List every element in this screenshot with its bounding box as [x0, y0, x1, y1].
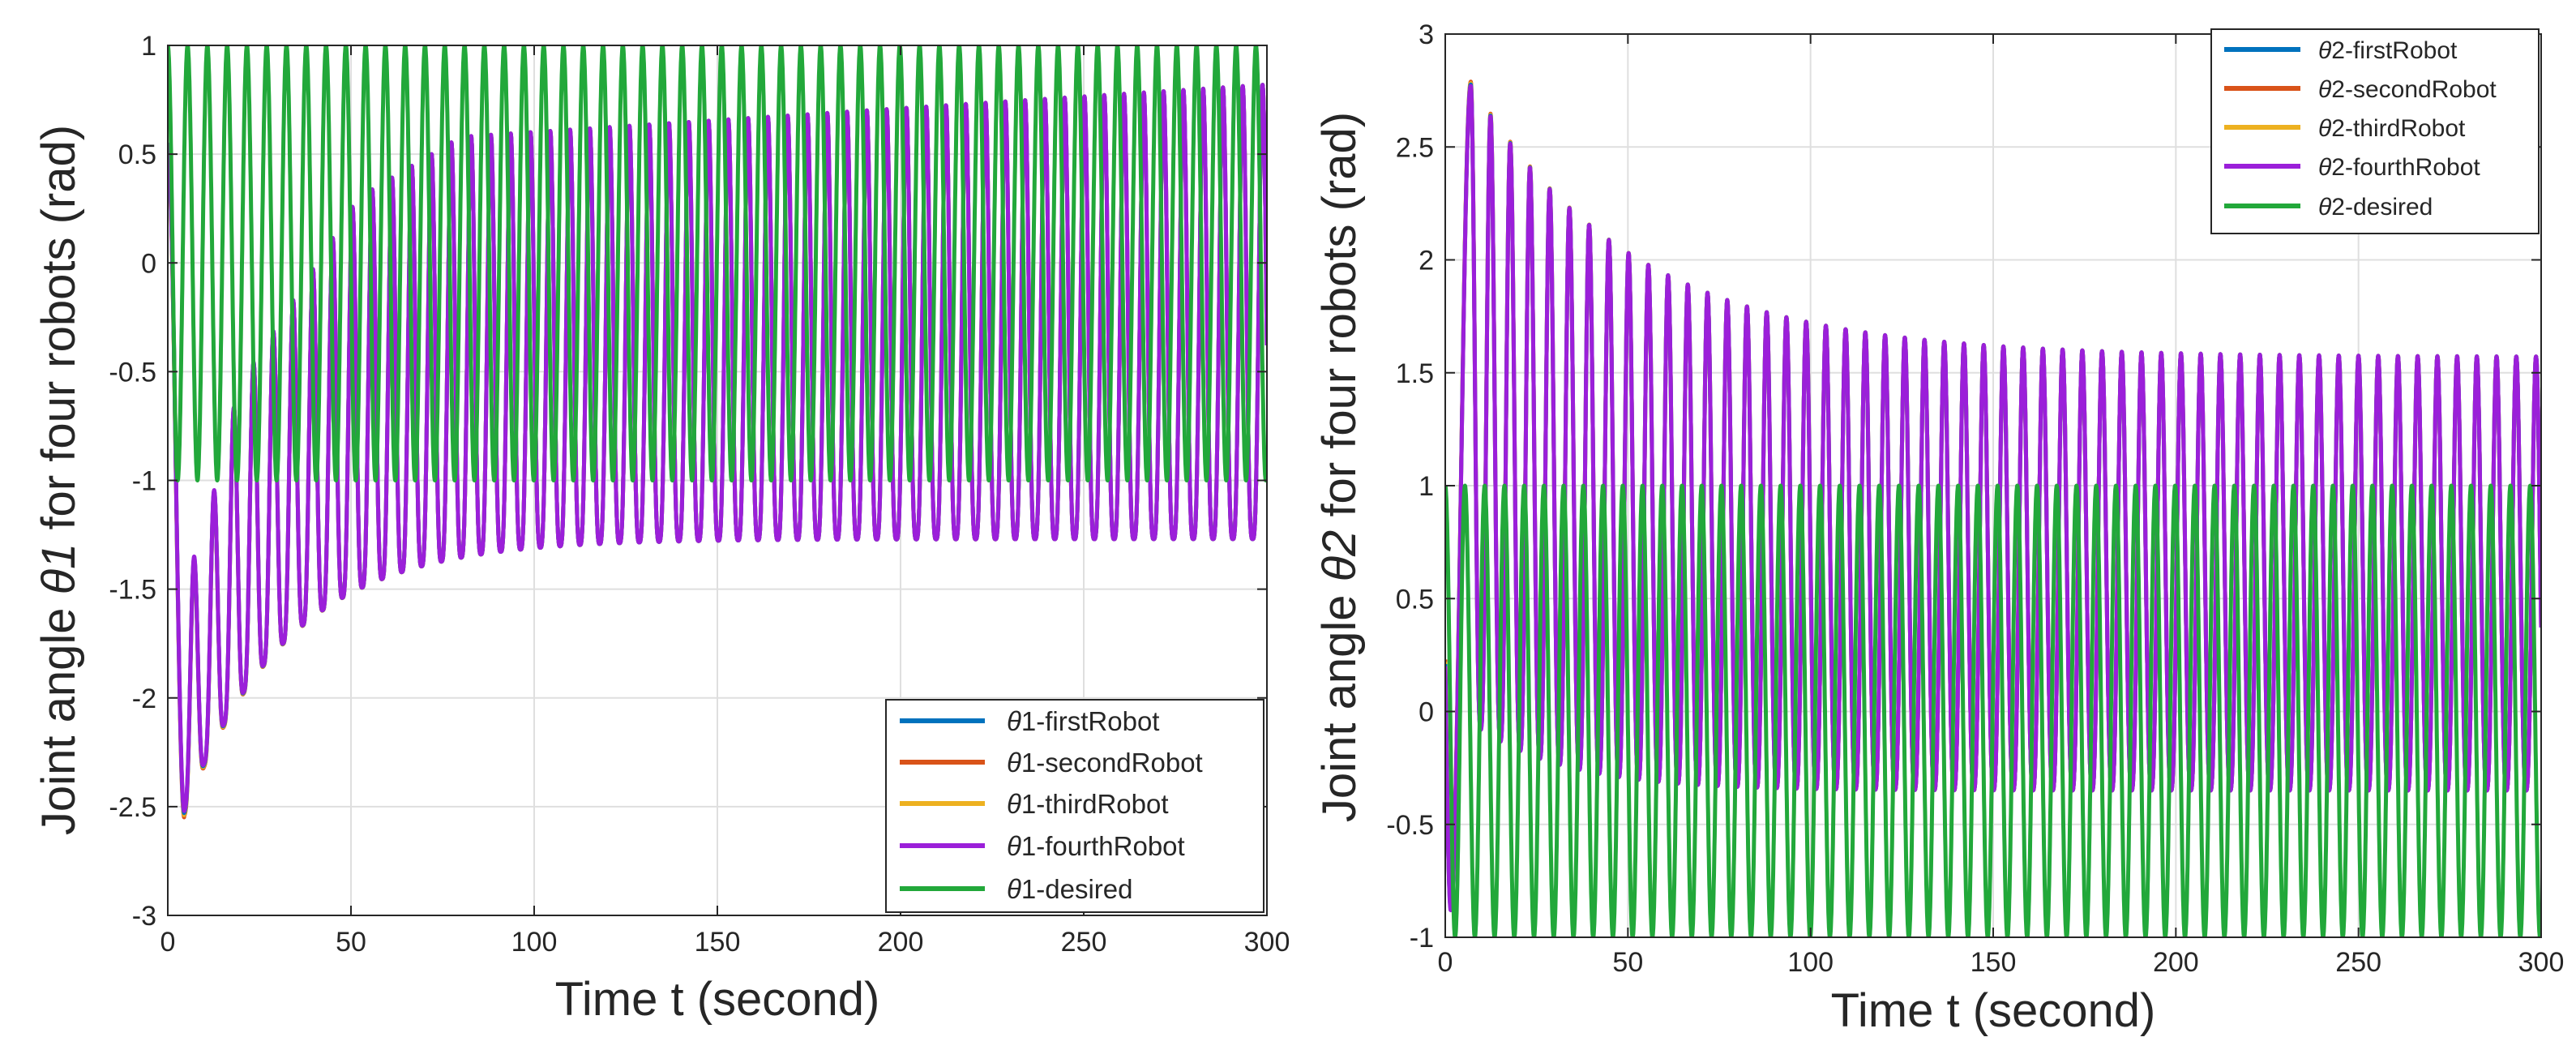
- theta2-y-label-symbol: θ2: [1313, 530, 1366, 582]
- theta2-legend-symbol-third: θ: [2318, 115, 2332, 142]
- theta2-x-tick-label-200: 200: [2153, 947, 2199, 978]
- theta1-y-axis-label: Joint angle θ1 for four robots (rad): [32, 125, 85, 835]
- theta1-legend-text-desired: 1-desired: [1021, 874, 1133, 904]
- theta1-y-tick-label--2: -2: [132, 684, 156, 714]
- theta1-legend-label-desired: θ1-desired: [1007, 874, 1132, 904]
- theta1-y-tick-label-0: 0: [141, 248, 156, 279]
- theta2-y-tick-label-0.5: 0.5: [1396, 584, 1434, 615]
- theta1-x-tick-label-50: 50: [336, 927, 366, 958]
- theta1-legend-label-first: θ1-firstRobot: [1007, 706, 1159, 736]
- theta1-y-tick-label-1: 1: [141, 31, 156, 62]
- theta1-legend-symbol-second: θ: [1007, 748, 1021, 778]
- theta1-x-tick-label-0: 0: [160, 927, 176, 958]
- theta1-legend-label-third: θ1-thirdRobot: [1007, 789, 1169, 819]
- theta1-plot: 0 50 100 150 200 250 300 -3 -2.5 -2 -1.5 -1 -0.5 0 0.5…: [32, 31, 1290, 1026]
- theta2-legend-text-fourth: 2-fourthRobot: [2331, 154, 2480, 181]
- theta2-legend-label-third: θ2-thirdRobot: [2318, 115, 2466, 142]
- theta2-legend-label-first: θ2-firstRobot: [2318, 37, 2458, 64]
- theta2-legend-label-desired: θ2-desired: [2318, 194, 2433, 221]
- theta1-legend-symbol-first: θ: [1007, 706, 1021, 736]
- theta2-legend-symbol-second: θ: [2318, 76, 2332, 103]
- theta2-x-tick-label-250: 250: [2335, 947, 2381, 978]
- theta2-legend-label-fourth: θ2-fourthRobot: [2318, 154, 2480, 181]
- theta2-y-tick-label-2.5: 2.5: [1396, 132, 1434, 163]
- theta2-legend-symbol-first: θ: [2318, 37, 2332, 64]
- theta2-x-axis-label: Time t (second): [1831, 984, 2156, 1037]
- theta1-legend-text-first: 1-firstRobot: [1021, 706, 1160, 736]
- theta1-series-desired: [168, 45, 1267, 482]
- theta1-x-tick-label-100: 100: [511, 927, 558, 958]
- theta2-y-label-suffix: for four robots (rad): [1313, 112, 1366, 530]
- theta2-y-tick-label-1: 1: [1419, 471, 1434, 502]
- theta1-legend-symbol-third: θ: [1007, 789, 1021, 819]
- theta2-x-tick-label-100: 100: [1787, 947, 1834, 978]
- theta1-y-tick-label--0.5: -0.5: [109, 357, 156, 388]
- theta2-x-tick-label-50: 50: [1612, 947, 1643, 978]
- theta1-x-tick-label-200: 200: [878, 927, 924, 958]
- theta2-legend-text-first: 2-firstRobot: [2331, 37, 2458, 64]
- theta1-legend-symbol-fourth: θ: [1007, 831, 1021, 861]
- theta2-series-desired: [1445, 483, 2541, 937]
- theta2-y-tick-label-1.5: 1.5: [1396, 358, 1434, 389]
- theta2-x-tick-label-300: 300: [2518, 947, 2565, 978]
- theta2-legend-symbol-desired: θ: [2318, 194, 2332, 221]
- theta1-y-tick-label-0.5: 0.5: [118, 139, 156, 170]
- theta1-legend-label-fourth: θ1-fourthRobot: [1007, 831, 1185, 861]
- theta2-y-tick-label-3: 3: [1419, 19, 1434, 50]
- theta2-legend-text-second: 2-secondRobot: [2331, 76, 2497, 103]
- theta1-x-tick-label-300: 300: [1244, 927, 1290, 958]
- theta2-ticks: 0 50 100 150 200 250 300 -1 -0.5 0 0.5 1 1.5 2 2.5 3: [1386, 19, 2564, 978]
- theta1-y-label-suffix: for four robots (rad): [32, 125, 85, 543]
- theta1-series-group: [168, 45, 1267, 820]
- theta1-ticks: 0 50 100 150 200 250 300 -3 -2.5 -2 -1.5 -1 -0.5 0 0.5…: [109, 31, 1290, 958]
- theta1-legend: θ1-firstRobot θ1-secondRobot θ1-thirdRob…: [885, 699, 1264, 913]
- theta1-legend-text-third: 1-thirdRobot: [1021, 789, 1169, 819]
- theta2-y-tick-label-0: 0: [1419, 697, 1434, 728]
- theta1-y-tick-label--3: -3: [132, 901, 156, 932]
- theta1-y-label-symbol: θ1: [32, 543, 85, 595]
- theta1-legend-text-second: 1-secondRobot: [1021, 748, 1203, 778]
- theta1-legend-symbol-desired: θ: [1007, 874, 1021, 904]
- theta2-y-tick-label-2: 2: [1419, 246, 1434, 276]
- theta2-legend: θ2-firstRobot θ2-secondRobot θ2-thirdRob…: [2210, 28, 2540, 234]
- theta2-x-tick-label-0: 0: [1438, 947, 1453, 978]
- theta2-x-tick-label-150: 150: [1971, 947, 2017, 978]
- theta1-legend-text-fourth: 1-fourthRobot: [1021, 831, 1185, 861]
- theta2-y-axis-label: Joint angle θ2 for four robots (rad): [1313, 112, 1366, 822]
- theta1-y-tick-label--1: -1: [132, 466, 156, 497]
- theta2-legend-text-desired: 2-desired: [2331, 194, 2433, 221]
- theta1-y-tick-label--1.5: -1.5: [109, 575, 156, 606]
- theta1-y-label-prefix: Joint angle: [32, 594, 85, 835]
- theta2-y-tick-label--0.5: -0.5: [1386, 810, 1434, 841]
- theta1-x-tick-label-150: 150: [695, 927, 741, 958]
- theta2-series-group: [1445, 79, 2541, 937]
- theta2-legend-box: [2210, 28, 2540, 234]
- theta1-x-axis-label: Time t (second): [555, 973, 880, 1026]
- theta2-plot: 0 50 100 150 200 250 300 -1 -0.5 0 0.5 1 1.5 2 2.5 3 Ti…: [1313, 19, 2564, 1037]
- theta2-legend-label-second: θ2-secondRobot: [2318, 76, 2497, 103]
- theta1-y-tick-label--2.5: -2.5: [109, 792, 156, 823]
- theta2-legend-symbol-fourth: θ: [2318, 154, 2332, 181]
- theta2-y-tick-label--1: -1: [1410, 923, 1434, 954]
- theta2-legend-text-third: 2-thirdRobot: [2331, 115, 2466, 142]
- theta2-y-label-prefix: Joint angle: [1313, 581, 1366, 822]
- theta1-x-tick-label-250: 250: [1061, 927, 1107, 958]
- theta1-legend-label-second: θ1-secondRobot: [1007, 748, 1203, 778]
